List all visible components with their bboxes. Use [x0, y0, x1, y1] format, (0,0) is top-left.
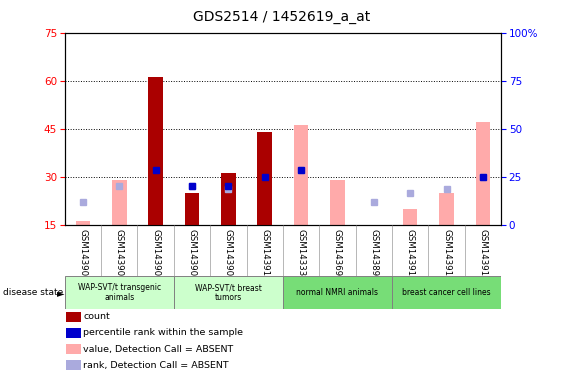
Text: GSM143891: GSM143891 [369, 229, 378, 281]
Bar [185, 193, 199, 225]
Text: GSM143911: GSM143911 [260, 229, 269, 281]
Bar [221, 186, 236, 225]
Bar [392, 276, 501, 309]
Text: GSM143909: GSM143909 [224, 229, 233, 281]
Text: GSM143697: GSM143697 [333, 229, 342, 281]
Bar [149, 78, 163, 225]
Bar [221, 174, 236, 225]
Text: GSM143904: GSM143904 [115, 229, 124, 281]
Text: GSM143915: GSM143915 [442, 229, 451, 281]
Text: GSM143908: GSM143908 [187, 229, 196, 281]
Text: ►: ► [57, 288, 65, 298]
Bar [330, 180, 345, 225]
Bar [294, 126, 309, 225]
Bar [174, 276, 283, 309]
Text: GSM143916: GSM143916 [479, 229, 488, 281]
Bar [439, 193, 454, 225]
Text: GSM143913: GSM143913 [406, 229, 415, 281]
Text: WAP-SVT/t transgenic
animals: WAP-SVT/t transgenic animals [78, 283, 161, 303]
Text: breast cancer cell lines: breast cancer cell lines [402, 288, 491, 297]
Bar [283, 276, 392, 309]
Bar [257, 132, 272, 225]
Bar [112, 180, 127, 225]
Text: percentile rank within the sample: percentile rank within the sample [83, 328, 243, 338]
Bar [476, 122, 490, 225]
Text: WAP-SVT/t breast
tumors: WAP-SVT/t breast tumors [195, 283, 262, 303]
Text: rank, Detection Call = ABSENT: rank, Detection Call = ABSENT [83, 361, 229, 370]
Bar [75, 222, 90, 225]
Text: count: count [83, 312, 110, 321]
Text: GDS2514 / 1452619_a_at: GDS2514 / 1452619_a_at [193, 10, 370, 23]
Bar [65, 276, 174, 309]
Text: normal NMRI animals: normal NMRI animals [297, 288, 378, 297]
Bar [403, 209, 417, 225]
Text: GSM143906: GSM143906 [151, 229, 160, 281]
Text: value, Detection Call = ABSENT: value, Detection Call = ABSENT [83, 344, 234, 354]
Text: disease state: disease state [3, 288, 63, 298]
Text: GSM143903: GSM143903 [78, 229, 87, 281]
Text: GSM143330: GSM143330 [297, 229, 306, 281]
